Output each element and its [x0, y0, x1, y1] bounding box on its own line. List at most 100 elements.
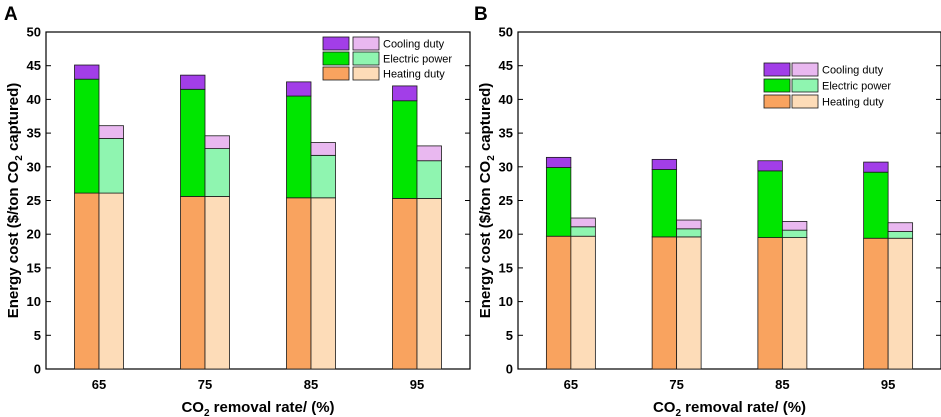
bar-light-heating-duty-65 — [570, 235, 596, 370]
y-tick-label: 45 — [27, 58, 41, 73]
bar-solid-electric-power-75 — [180, 88, 206, 197]
x-axis-title: CO2 removal rate/ (%) — [181, 399, 334, 417]
x-tick-label: 75 — [669, 377, 683, 392]
bar-light-cooling-duty-65 — [98, 125, 124, 139]
y-tick-label: 5 — [506, 328, 513, 343]
x-tick-label: 85 — [775, 377, 789, 392]
bar-light-electric-power-95 — [416, 160, 442, 199]
legend-label: Electric power — [822, 81, 891, 93]
y-tick-label: 30 — [499, 159, 513, 174]
bar-solid-electric-power-85 — [757, 170, 783, 238]
bar-light-heating-duty-85 — [310, 197, 336, 370]
legend-label: Heating duty — [822, 97, 884, 109]
bar-light-cooling-duty-65 — [570, 217, 596, 228]
x-tick-label: 85 — [304, 377, 318, 392]
legend-label: Electric power — [383, 54, 452, 66]
legend-swatch-solid — [763, 94, 791, 109]
bar-solid-cooling-duty-75 — [180, 74, 206, 90]
y-tick-label: 15 — [499, 260, 513, 275]
legend-swatch-light — [791, 78, 819, 93]
bar-solid-heating-duty-75 — [651, 236, 678, 370]
legend-label: Cooling duty — [383, 39, 445, 51]
legend-swatch-light — [352, 66, 380, 81]
panel-letter: B — [474, 4, 488, 25]
bar-light-heating-duty-95 — [887, 237, 914, 370]
bar-light-electric-power-75 — [676, 228, 702, 238]
bar-light-electric-power-85 — [310, 154, 336, 199]
legend-swatch-solid — [763, 62, 791, 77]
x-tick-label: 95 — [410, 377, 424, 392]
y-tick-label: 30 — [27, 159, 41, 174]
y-axis-title: Energy cost ($/ton CO2 captured) — [5, 83, 25, 319]
bar-solid-cooling-duty-65 — [545, 156, 572, 168]
bar-light-cooling-duty-75 — [204, 135, 230, 150]
x-axis-title: CO2 removal rate/ (%) — [653, 399, 806, 417]
legend-swatch-light — [352, 51, 380, 66]
bar-solid-heating-duty-85 — [757, 237, 783, 370]
bar-solid-heating-duty-65 — [545, 235, 572, 370]
legend: Cooling duty Electric power Heating duty — [322, 36, 452, 81]
bar-light-electric-power-65 — [98, 138, 124, 194]
legend-swatch-light — [791, 62, 819, 77]
bar-solid-heating-duty-75 — [180, 196, 206, 370]
legend-label: Cooling duty — [822, 65, 884, 77]
y-tick-label: 0 — [34, 362, 41, 377]
x-tick-label: 75 — [198, 377, 212, 392]
bar-light-electric-power-95 — [887, 231, 914, 239]
bar-solid-electric-power-75 — [651, 169, 678, 238]
legend-swatch-solid — [322, 66, 350, 81]
bar-light-heating-duty-95 — [416, 198, 442, 370]
bar-light-electric-power-65 — [570, 226, 596, 237]
legend-swatch-solid — [322, 36, 350, 51]
bar-solid-electric-power-65 — [74, 78, 100, 194]
bar-light-cooling-duty-85 — [781, 220, 808, 231]
bar-solid-heating-duty-95 — [392, 198, 418, 370]
bar-solid-cooling-duty-95 — [863, 161, 889, 173]
y-tick-label: 20 — [27, 227, 41, 242]
legend-swatch-light — [352, 36, 380, 51]
y-tick-label: 0 — [506, 362, 513, 377]
bar-light-heating-duty-75 — [204, 196, 230, 370]
bar-light-heating-duty-85 — [781, 237, 808, 370]
x-tick-label: 65 — [92, 377, 106, 392]
bar-light-electric-power-75 — [204, 148, 230, 197]
bar-light-cooling-duty-85 — [310, 142, 336, 156]
bar-solid-electric-power-65 — [545, 167, 572, 237]
y-tick-label: 40 — [499, 92, 513, 107]
legend: Cooling duty Electric power Heating duty — [763, 62, 891, 109]
bar-solid-cooling-duty-85 — [286, 81, 312, 97]
bar-solid-cooling-duty-65 — [74, 64, 100, 80]
y-tick-label: 40 — [27, 92, 41, 107]
panel-b: B 0 5 10 15 20 25 30 35 40 45 50 65 75 85 95 Cooling dut… — [474, 4, 941, 417]
legend-swatch-solid — [322, 51, 350, 66]
panel-letter: A — [4, 4, 18, 25]
bar-light-cooling-duty-95 — [887, 222, 914, 232]
y-tick-label: 10 — [499, 294, 513, 309]
bar-solid-electric-power-95 — [863, 171, 889, 239]
bar-light-cooling-duty-95 — [416, 145, 442, 162]
y-tick-label: 25 — [499, 193, 513, 208]
bar-solid-cooling-duty-95 — [392, 85, 418, 102]
bar-solid-electric-power-85 — [286, 95, 312, 199]
bar-solid-cooling-duty-75 — [651, 158, 678, 170]
bar-solid-heating-duty-95 — [863, 237, 889, 370]
bar-light-electric-power-85 — [781, 229, 808, 238]
y-tick-label: 50 — [27, 25, 41, 40]
y-tick-label: 45 — [499, 58, 513, 73]
y-tick-label: 20 — [499, 227, 513, 242]
legend-swatch-light — [791, 94, 819, 109]
bar-light-heating-duty-75 — [676, 236, 702, 370]
y-tick-label: 35 — [499, 126, 513, 141]
y-tick-label: 10 — [27, 294, 41, 309]
y-tick-label: 5 — [34, 328, 41, 343]
y-tick-label: 50 — [499, 25, 513, 40]
legend-swatch-solid — [763, 78, 791, 93]
x-tick-label: 95 — [881, 377, 895, 392]
panel-a: A 0 5 10 15 20 25 30 35 40 45 50 65 75 85 95 Cooling dut… — [4, 4, 471, 417]
y-tick-label: 35 — [27, 126, 41, 141]
bar-solid-electric-power-95 — [392, 100, 418, 199]
bar-light-cooling-duty-75 — [676, 219, 702, 230]
bar-solid-cooling-duty-85 — [757, 160, 783, 172]
x-tick-label: 65 — [564, 377, 578, 392]
